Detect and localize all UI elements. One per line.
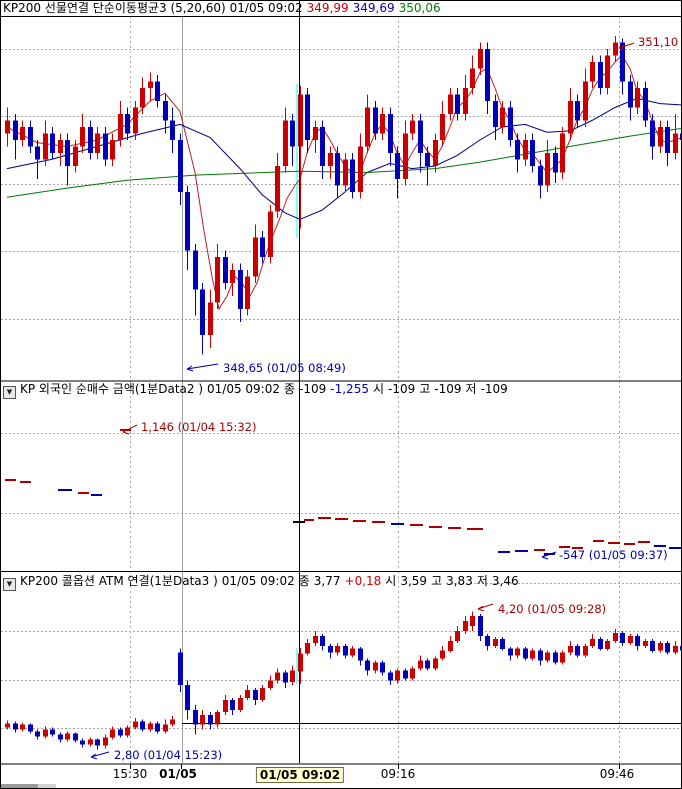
- panel3-name: KP200 콜옵션 ATM 연결(1분Data3 ): [20, 574, 218, 588]
- panel1-ma60-value: 350,06: [398, 1, 441, 15]
- quote-field-label: 고: [431, 574, 443, 588]
- h-scrollbar-thumb[interactable]: [38, 784, 56, 788]
- panel3-datetime: 01/05 09:02: [221, 574, 295, 588]
- quote-field-value: 3,83: [446, 574, 473, 588]
- chevron-down-icon[interactable]: ▼: [3, 386, 16, 399]
- quote-field-value: 3,59: [400, 574, 428, 588]
- chevron-down-icon[interactable]: ▼: [3, 578, 16, 591]
- quote-field-value: -109: [388, 382, 416, 396]
- panel2-name: KP 외국인 순매수 금액(1분Data2 ): [20, 382, 204, 396]
- quote-field-label: 종: [298, 574, 310, 588]
- axis-time-label: 15:30: [112, 767, 148, 781]
- axis-time-label: 09:46: [599, 767, 635, 781]
- quote-field-value: 3,46: [491, 574, 519, 588]
- extreme-value-annotation: 348,65 (01/05 08:49): [223, 361, 346, 375]
- panel1-ma20-value: 349,69: [352, 1, 395, 15]
- quote-field-value: -109: [299, 382, 327, 396]
- panel3-quote-fields: 종 3,77 +0,18 시 3,59 고 3,83 저 3,46: [299, 574, 523, 588]
- axis-time-label: 01/05: [159, 767, 197, 781]
- quote-field-value: -109: [434, 382, 462, 396]
- extreme-value-annotation: 351,10 (0: [638, 35, 682, 49]
- quote-field-label: 종: [284, 382, 296, 396]
- quote-field-label: 시: [372, 382, 385, 396]
- extreme-value-annotation: 1,146 (01/04 15:32): [141, 420, 257, 434]
- quote-field-value: -109: [480, 382, 508, 396]
- h-scrollbar[interactable]: [1, 784, 56, 788]
- quote-field-label: 저: [465, 382, 477, 396]
- extreme-value-annotation: 4,20 (01/05 09:28): [498, 602, 606, 616]
- quote-field-value: -1,255: [330, 382, 369, 396]
- panel1-name: KP200 선물연결 단순이동평균3 (5,20,60): [3, 1, 226, 15]
- quote-field-value: +0,18: [344, 574, 382, 588]
- panel1-datetime: 01/05 09:02: [229, 1, 303, 15]
- quote-field-label: 저: [476, 574, 488, 588]
- cursor-time-label: 01/05 09:02: [255, 767, 345, 783]
- extreme-value-annotation: -547 (01/05 09:37): [559, 548, 668, 562]
- extreme-value-annotation: 2,80 (01/04 15:23): [114, 748, 222, 762]
- axis-time-label: 09:16: [380, 767, 416, 781]
- time-axis[interactable]: 15:30 01/05 01/05 09:02 09:16 09:46: [1, 765, 681, 784]
- panel1-ma5-value: 349,99: [306, 1, 349, 15]
- quote-field-value: 3,77: [313, 574, 341, 588]
- panel2-quote-fields: 종 -109 -1,255 시 -109 고 -109 저 -109: [284, 382, 512, 396]
- panel2-datetime: 01/05 09:02: [207, 382, 280, 396]
- panel1-title: KP200 선물연결 단순이동평균3 (5,20,60) 01/05 09:02 3…: [3, 2, 445, 15]
- panel2-title: ▼ KP 외국인 순매수 금액(1분Data2 ) 01/05 09:02 종 -109…: [3, 383, 516, 399]
- quote-field-label: 고: [419, 382, 431, 396]
- panel3-title: ▼ KP200 콜옵션 ATM 연결(1분Data3 ) 01/05 09:02 종 3…: [3, 575, 527, 591]
- quote-field-label: 시: [385, 574, 397, 588]
